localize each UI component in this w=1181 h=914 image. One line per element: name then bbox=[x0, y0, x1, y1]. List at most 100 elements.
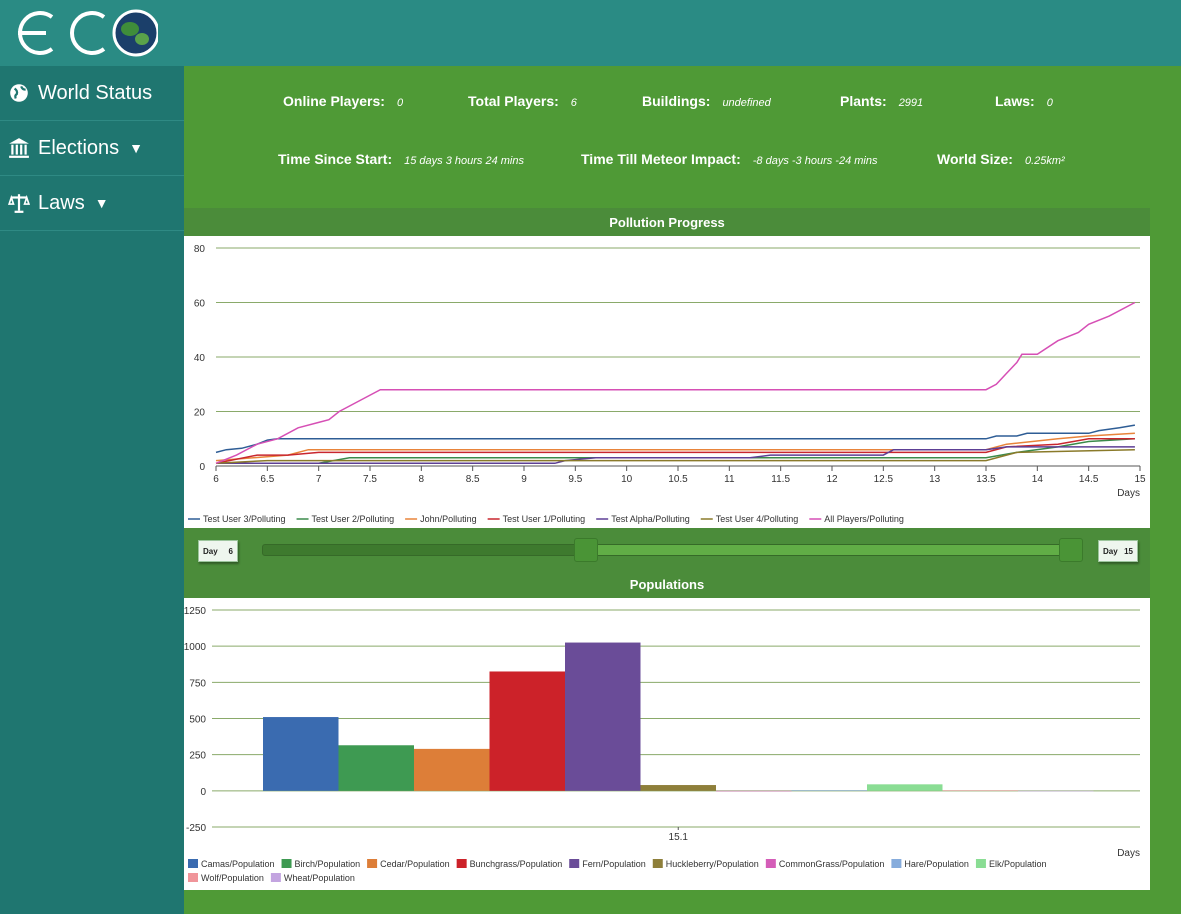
stat-value: 0 bbox=[396, 97, 404, 109]
legend-swatch bbox=[569, 859, 580, 868]
y-tick-label: 20 bbox=[194, 408, 206, 419]
legend-label: Huckleberry/Population bbox=[666, 859, 759, 869]
x-tick-label: 9.5 bbox=[568, 474, 582, 485]
pollution-chart-title: Pollution Progress bbox=[184, 208, 1150, 236]
scale-icon bbox=[8, 194, 30, 213]
pollution-chart: 0 20 40 60 80 6 6.5 7 7.5 8 8.5 9 9.5 10 10.5 11 11.5 12 1… bbox=[184, 236, 1150, 528]
slider-handle-end[interactable] bbox=[1059, 538, 1083, 562]
x-tick-label: 6.5 bbox=[260, 474, 274, 485]
bar bbox=[489, 671, 565, 791]
series-line bbox=[215, 301, 1136, 464]
legend-label: CommonGrass/Population bbox=[779, 859, 885, 869]
x-tick-label: 8.5 bbox=[466, 474, 480, 485]
sidebar-item-label: Laws bbox=[38, 191, 85, 214]
chevron-down-icon: ▼ bbox=[94, 195, 109, 211]
legend-label: All Players/Polluting bbox=[824, 514, 904, 524]
logo-graphic bbox=[18, 9, 158, 57]
x-tick-label: 8 bbox=[419, 474, 425, 485]
x-tick-label: 7.5 bbox=[363, 474, 377, 485]
x-tick-label: 7 bbox=[316, 474, 322, 485]
x-tick-label: 13 bbox=[929, 474, 941, 485]
sidebar-item-elections[interactable]: Elections ▼ bbox=[0, 121, 184, 176]
bar bbox=[263, 717, 339, 791]
stat-label: World Size: bbox=[937, 151, 1013, 167]
x-tick-label: 13.5 bbox=[976, 474, 996, 485]
legend-swatch bbox=[281, 859, 292, 868]
x-tick-label: 12 bbox=[826, 474, 838, 485]
y-tick-label: 40 bbox=[194, 353, 206, 364]
day-max-button[interactable]: Day 15 bbox=[1098, 540, 1138, 562]
legend-label: Elk/Population bbox=[989, 859, 1047, 869]
legend-label: Test User 1/Polluting bbox=[503, 514, 586, 524]
legend-swatch bbox=[891, 859, 902, 868]
stat-time-till-meteor: Time Till Meteor Impact: -8 days -3 hours… bbox=[581, 151, 877, 167]
x-tick-label: 12.5 bbox=[874, 474, 894, 485]
legend-label: Fern/Population bbox=[582, 859, 646, 869]
series-line bbox=[215, 448, 1135, 465]
legend-label: Cedar/Population bbox=[380, 859, 450, 869]
legend-label: Bunchgrass/Population bbox=[470, 859, 563, 869]
bar bbox=[640, 785, 716, 791]
eco-logo[interactable] bbox=[8, 5, 158, 61]
bar bbox=[791, 790, 867, 791]
x-tick-label: 9 bbox=[521, 474, 527, 485]
legend-swatch bbox=[975, 859, 986, 868]
y-tick-label: 250 bbox=[189, 751, 206, 762]
stat-label: Laws: bbox=[995, 93, 1035, 109]
legend-label: Camas/Population bbox=[201, 859, 275, 869]
stat-buildings: Buildings: undefined bbox=[642, 93, 771, 109]
bar bbox=[716, 790, 792, 792]
day-min-value: 6 bbox=[228, 546, 233, 556]
sidebar-item-laws[interactable]: Laws ▼ bbox=[0, 176, 184, 231]
sidebar-item-label: World Status bbox=[38, 81, 153, 104]
legend-label: John/Polluting bbox=[420, 514, 477, 524]
y-tick-label: 500 bbox=[189, 715, 206, 726]
stat-world-size: World Size: 0.25km² bbox=[937, 151, 1065, 167]
stat-value: 6 bbox=[570, 97, 577, 109]
populations-chart-title: Populations bbox=[184, 570, 1150, 598]
bar bbox=[942, 790, 1018, 791]
x-tick-label: 11 bbox=[724, 474, 735, 485]
day-min-button[interactable]: Day 6 bbox=[198, 540, 238, 562]
stat-value: 0.25km² bbox=[1024, 155, 1065, 167]
day-max-label: Day bbox=[1103, 546, 1118, 556]
series-line bbox=[216, 446, 1135, 465]
y-tick-label: 1000 bbox=[184, 642, 206, 653]
x-tick-label: 15.1 bbox=[669, 832, 689, 843]
legend-label: Wheat/Population bbox=[284, 873, 355, 883]
sidebar-item-label: Elections bbox=[38, 136, 120, 159]
globe-icon bbox=[10, 84, 28, 102]
x-tick-label: 10 bbox=[621, 474, 633, 485]
day-min-label: Day bbox=[203, 546, 218, 556]
stat-value: undefined bbox=[722, 97, 771, 109]
stat-label: Online Players: bbox=[283, 93, 385, 109]
chevron-down-icon: ▼ bbox=[129, 140, 144, 156]
x-tick-label: 14 bbox=[1032, 474, 1044, 485]
pollution-chart-svg: 0 20 40 60 80 6 6.5 7 7.5 8 8.5 9 9.5 10 10.5 11 11.5 12 1… bbox=[188, 244, 1146, 524]
stat-total-players: Total Players: 6 bbox=[468, 93, 577, 109]
slider-handle-start[interactable] bbox=[574, 538, 598, 562]
sidebar-item-world-status[interactable]: World Status bbox=[0, 66, 184, 121]
building-icon bbox=[9, 138, 29, 158]
legend-label: Birch/Population bbox=[295, 859, 361, 869]
legend-label: Test User 4/Polluting bbox=[716, 514, 799, 524]
x-tick-label: 10.5 bbox=[668, 474, 688, 485]
series-line bbox=[215, 424, 1136, 454]
x-axis-label: Days bbox=[1117, 848, 1140, 859]
legend-swatch bbox=[367, 859, 378, 868]
stat-label: Buildings: bbox=[642, 93, 711, 109]
app-header bbox=[0, 0, 1181, 66]
stat-value: 15 days 3 hours 24 mins bbox=[404, 155, 524, 167]
stat-plants: Plants: 2991 bbox=[840, 93, 923, 109]
slider-range bbox=[584, 545, 1070, 555]
bar bbox=[565, 642, 641, 791]
stat-label: Total Players: bbox=[468, 93, 559, 109]
bar bbox=[414, 748, 490, 791]
stat-laws: Laws: 0 bbox=[995, 93, 1053, 109]
legend-swatch bbox=[765, 859, 776, 868]
x-axis-label: Days bbox=[1117, 488, 1140, 499]
legend-swatch bbox=[652, 859, 663, 868]
day-max-value: 15 bbox=[1124, 546, 1133, 556]
x-tick-label: 14.5 bbox=[1079, 474, 1099, 485]
legend-label: Wolf/Population bbox=[201, 873, 264, 883]
